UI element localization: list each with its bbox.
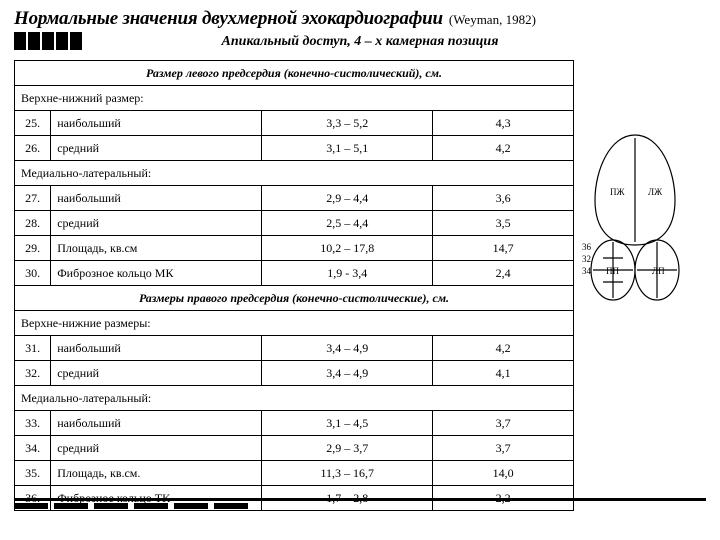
section1-title: Размер левого предсердия (конечно-систол… [15,61,574,86]
page-title: Нормальные значения двухмерной эхокардио… [14,8,443,30]
table-row: 30.Фиброзное кольцо МК1,9 - 3,42,4 [15,261,574,286]
section2-sub2: Медиально-латеральный: [15,386,574,411]
diagram-label-tr: ЛЖ [648,187,663,197]
diagram-label-br: ЛП [652,266,665,276]
data-table: Размер левого предсердия (конечно-систол… [14,60,574,511]
subheading: Апикальный доступ, 4 – х камерная позици… [14,34,706,50]
table-row: 26.средний3,1 – 5,14,2 [15,136,574,161]
table-row: 35.Площадь, кв.см.11,3 – 16,714,0 [15,461,574,486]
section1-sub2: Медиально-латеральный: [15,161,574,186]
table-row: 28.средний2,5 – 4,43,5 [15,211,574,236]
diagram-n36: 36 [582,242,592,252]
table-row: 29.Площадь, кв.см10,2 – 17,814,7 [15,236,574,261]
table-row: 32.средний3,4 – 4,94,1 [15,361,574,386]
diagram-n32: 32 [582,254,591,264]
table-row: 34.средний2,9 – 3,73,7 [15,436,574,461]
citation: (Weyman, 1982) [449,12,536,28]
diagram-n34: 34 [582,266,592,276]
heart-diagram: ПЖ ЛЖ ПП ЛП 36 32 34 [580,130,690,310]
diagram-label-bl: ПП [606,266,619,276]
table-row: 33.наибольший3,1 – 4,53,7 [15,411,574,436]
table-row: 25.наибольший3,3 – 5,24,3 [15,111,574,136]
decor-footer [14,498,706,509]
section2-sub1: Верхне-нижние размеры: [15,311,574,336]
section2-title: Размеры правого предсердия (конечно-сист… [15,286,574,311]
table-row: 31.наибольший3,4 – 4,94,2 [15,336,574,361]
diagram-label-tl: ПЖ [610,187,625,197]
table-row: 27.наибольший2,9 – 4,43,6 [15,186,574,211]
section1-sub1: Верхне-нижний размер: [15,86,574,111]
